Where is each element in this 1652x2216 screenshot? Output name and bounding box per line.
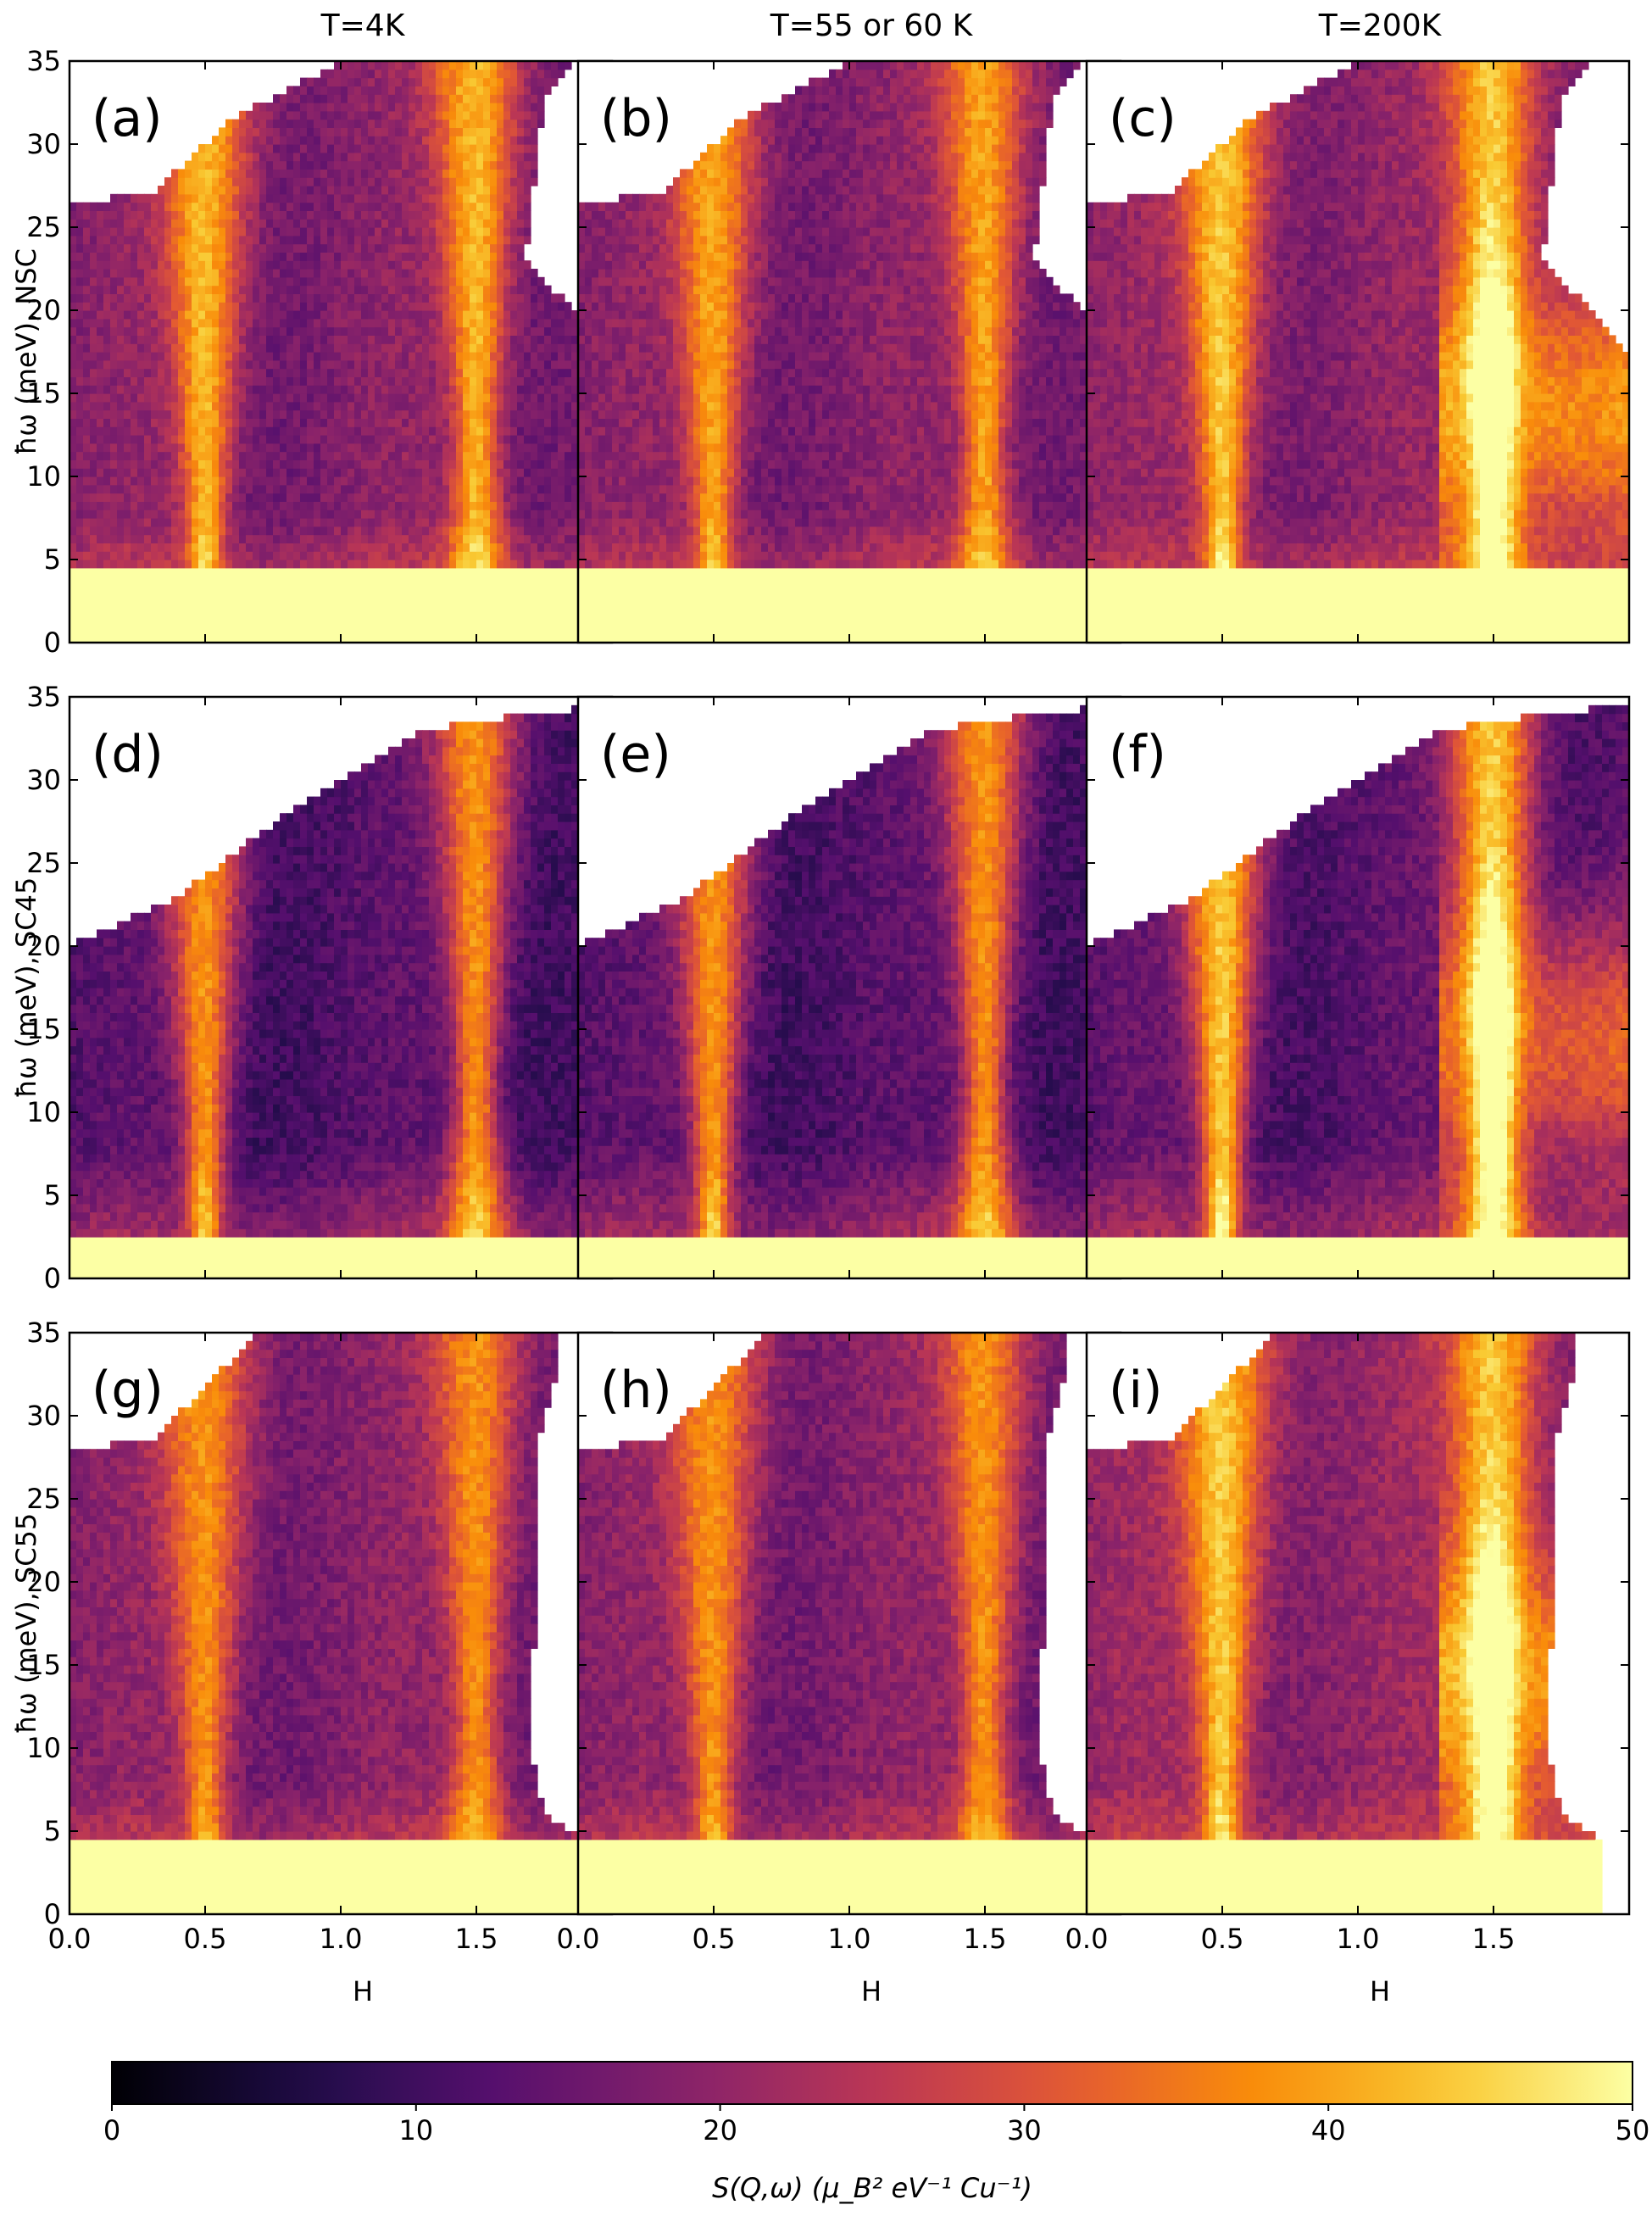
- panel-label: (a): [92, 89, 163, 148]
- colorbar-tick-label: 20: [703, 2114, 737, 2146]
- y-tick-label: 0: [44, 626, 61, 659]
- y-tick-label: 35: [26, 681, 61, 713]
- x-tick-label: 0.0: [48, 1923, 92, 1955]
- column-title-1: T=4K: [320, 8, 406, 43]
- y-tick-label: 15: [26, 1013, 61, 1045]
- y-tick-label: 25: [26, 1483, 61, 1515]
- panels: 0 5 10 15 20 25 30 35 (a) (b) (c) 0 5 10 15 20 25 30 35 (d)…: [26, 45, 1629, 1955]
- colorbar-tick-label: 40: [1311, 2114, 1346, 2146]
- panel-label: (i): [1109, 1361, 1163, 1420]
- panel-label: (b): [600, 89, 672, 148]
- y-tick-label: 20: [26, 294, 61, 326]
- x-tick-label: 1.0: [320, 1923, 363, 1955]
- y-tick-label: 5: [44, 543, 61, 576]
- y-tick-label: 20: [26, 930, 61, 962]
- y-tick-label: 10: [26, 1732, 61, 1764]
- colorbar-tick-label: 30: [1007, 2114, 1042, 2146]
- xlabel-col3: H: [1370, 1975, 1390, 2007]
- x-tick-label: 1.5: [455, 1923, 498, 1955]
- x-tick-label: 1.5: [1472, 1923, 1516, 1955]
- xlabel-col1: H: [353, 1975, 373, 2007]
- colorbar-label: S(Q,ω) (μ_B² eV⁻¹ Cu⁻¹): [712, 2172, 1032, 2204]
- y-tick-label: 10: [26, 460, 61, 493]
- heatmap-cells: [1087, 1333, 1629, 1915]
- x-tick-label: 0.0: [557, 1923, 600, 1955]
- y-tick-label: 15: [26, 1649, 61, 1681]
- panel-label: (e): [600, 725, 671, 784]
- panel-label: (g): [92, 1361, 164, 1420]
- column-title-2: T=55 or 60 K: [770, 8, 974, 43]
- y-tick-label: 20: [26, 1566, 61, 1598]
- y-tick-label: 0: [44, 1262, 61, 1295]
- xlabel-col2: H: [861, 1975, 882, 2007]
- x-tick-label: 1.0: [828, 1923, 871, 1955]
- y-tick-label: 10: [26, 1096, 61, 1128]
- panel-label: (f): [1109, 725, 1166, 784]
- y-tick-label: 5: [44, 1179, 61, 1211]
- colorbar: 0 10 20 30 40 50: [103, 2062, 1650, 2146]
- colorbar-gradient: [112, 2062, 1633, 2104]
- y-tick-label: 25: [26, 211, 61, 243]
- x-tick-label: 1.0: [1337, 1923, 1380, 1955]
- panel-label: (c): [1109, 89, 1176, 148]
- panel-label: (h): [600, 1361, 672, 1420]
- y-tick-label: 30: [26, 764, 61, 796]
- row-ylabel-nsc: ħω (meV), NSC: [10, 248, 42, 455]
- panel-e: (e): [578, 697, 1121, 1279]
- panel-f: (f): [1087, 697, 1630, 1279]
- y-tick-label: 30: [26, 128, 61, 160]
- x-tick-label: 0.0: [1065, 1923, 1109, 1955]
- y-tick-label: 35: [26, 1317, 61, 1349]
- panel-label: (d): [92, 725, 164, 784]
- y-tick-label: 30: [26, 1400, 61, 1432]
- y-tick-label: 5: [44, 1815, 61, 1847]
- x-tick-label: 0.5: [184, 1923, 227, 1955]
- colorbar-tick-label: 0: [103, 2114, 120, 2146]
- colorbar-tick-label: 50: [1616, 2114, 1650, 2146]
- panel-i: 0.0 0.5 1.0 1.5 (i): [1065, 1333, 1629, 1955]
- panel-b: (b): [578, 61, 1121, 643]
- column-title-3: T=200K: [1318, 8, 1443, 43]
- row-ylabel-sc45: ħω (meV), SC45: [10, 877, 42, 1099]
- colorbar-tick-label: 10: [398, 2114, 433, 2146]
- y-tick-label: 35: [26, 45, 61, 77]
- heatmap-cells: [1087, 697, 1630, 1279]
- y-tick-label: 15: [26, 377, 61, 409]
- x-tick-label: 0.5: [1201, 1923, 1244, 1955]
- panel-a: 0 5 10 15 20 25 30 35 (a): [26, 45, 612, 659]
- panel-d: 0 5 10 15 20 25 30 35 (d): [26, 681, 612, 1295]
- row-ylabel-sc55: ħω (meV), SC55: [10, 1513, 42, 1734]
- x-tick-label: 0.5: [693, 1923, 736, 1955]
- panel-c: (c): [1087, 61, 1630, 643]
- panel-h: 0.0 0.5 1.0 1.5 (h): [557, 1333, 1121, 1955]
- x-tick-label: 1.5: [964, 1923, 1007, 1955]
- y-tick-label: 25: [26, 847, 61, 879]
